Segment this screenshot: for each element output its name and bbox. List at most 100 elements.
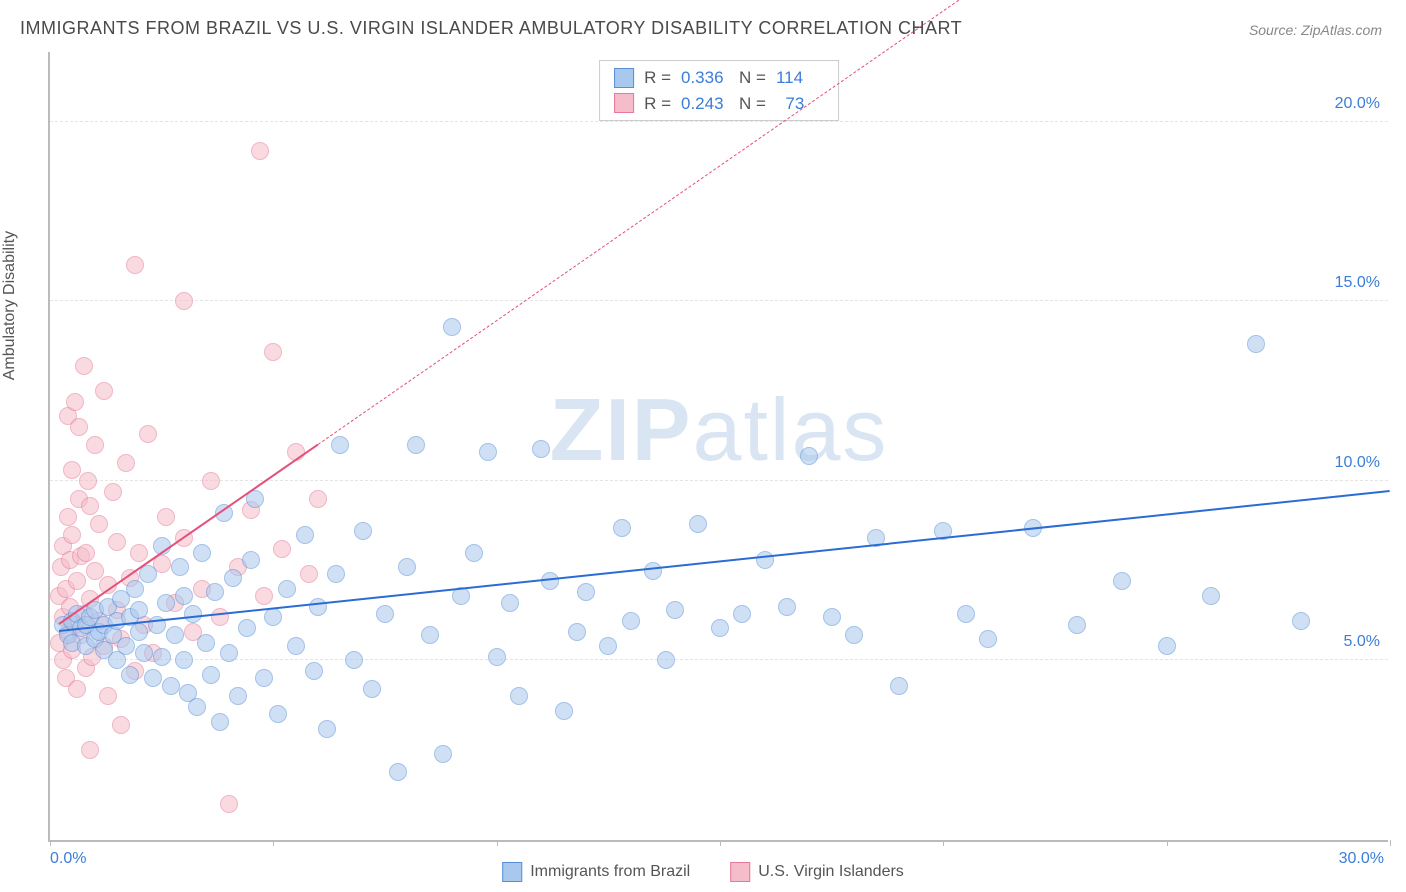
legend-swatch [614, 68, 634, 88]
data-point [666, 601, 684, 619]
data-point [300, 565, 318, 583]
data-point [255, 587, 273, 605]
data-point [800, 447, 818, 465]
data-point [63, 461, 81, 479]
data-point [613, 519, 631, 537]
x-tick [50, 840, 51, 846]
data-point [443, 318, 461, 336]
data-point [269, 705, 287, 723]
data-point [532, 440, 550, 458]
data-point [331, 436, 349, 454]
data-point [389, 763, 407, 781]
data-point [577, 583, 595, 601]
data-point [309, 490, 327, 508]
data-point [305, 662, 323, 680]
data-point [376, 605, 394, 623]
data-point [599, 637, 617, 655]
x-tick-label-right: 30.0% [1339, 850, 1384, 868]
data-point [79, 472, 97, 490]
data-point [90, 515, 108, 533]
data-point [287, 637, 305, 655]
data-point [81, 741, 99, 759]
data-point [77, 544, 95, 562]
data-point [75, 357, 93, 375]
gridline [50, 659, 1388, 660]
data-point [1068, 616, 1086, 634]
data-point [202, 472, 220, 490]
legend-row: R =0.243N = 73 [614, 91, 824, 117]
data-point [206, 583, 224, 601]
legend-label: Immigrants from Brazil [530, 863, 690, 881]
data-point [63, 526, 81, 544]
data-point [255, 669, 273, 687]
data-point [220, 644, 238, 662]
data-point [224, 569, 242, 587]
legend-swatch [730, 862, 750, 882]
n-value: 73 [776, 91, 824, 117]
x-tick [273, 840, 274, 846]
watermark: ZIPatlas [550, 379, 889, 481]
scatter-plot: ZIPatlas R =0.336N =114R =0.243N = 73 5.… [48, 52, 1388, 842]
correlation-legend: R =0.336N =114R =0.243N = 73 [599, 60, 839, 121]
data-point [68, 680, 86, 698]
x-tick [1390, 840, 1391, 846]
x-tick [1167, 840, 1168, 846]
data-point [622, 612, 640, 630]
data-point [130, 601, 148, 619]
y-tick-label: 15.0% [1335, 274, 1380, 292]
data-point [434, 745, 452, 763]
source-attribution: Source: ZipAtlas.com [1249, 22, 1382, 38]
x-tick [497, 840, 498, 846]
data-point [733, 605, 751, 623]
data-point [845, 626, 863, 644]
data-point [66, 393, 84, 411]
data-point [501, 594, 519, 612]
r-label: R = [644, 91, 671, 117]
data-point [242, 551, 260, 569]
data-point [644, 562, 662, 580]
data-point [193, 544, 211, 562]
data-point [184, 605, 202, 623]
data-point [541, 572, 559, 590]
data-point [70, 418, 88, 436]
data-point [711, 619, 729, 637]
data-point [510, 687, 528, 705]
data-point [112, 716, 130, 734]
data-point [86, 562, 104, 580]
data-point [778, 598, 796, 616]
data-point [957, 605, 975, 623]
data-point [117, 454, 135, 472]
data-point [251, 142, 269, 160]
data-point [309, 598, 327, 616]
data-point [121, 666, 139, 684]
data-point [264, 343, 282, 361]
data-point [95, 382, 113, 400]
legend-swatch [502, 862, 522, 882]
r-label: R = [644, 65, 671, 91]
data-point [126, 580, 144, 598]
y-axis-label: Ambulatory Disability [1, 231, 19, 380]
y-tick-label: 5.0% [1344, 633, 1380, 651]
data-point [162, 677, 180, 695]
data-point [1247, 335, 1265, 353]
x-tick-label-left: 0.0% [50, 850, 86, 868]
data-point [1292, 612, 1310, 630]
legend-label: U.S. Virgin Islanders [758, 863, 904, 881]
data-point [890, 677, 908, 695]
data-point [756, 551, 774, 569]
n-label: N = [739, 65, 766, 91]
data-point [139, 565, 157, 583]
data-point [135, 644, 153, 662]
x-tick [943, 840, 944, 846]
data-point [555, 702, 573, 720]
chart-title: IMMIGRANTS FROM BRAZIL VS U.S. VIRGIN IS… [20, 18, 962, 39]
data-point [273, 540, 291, 558]
data-point [398, 558, 416, 576]
data-point [211, 713, 229, 731]
data-point [157, 594, 175, 612]
data-point [175, 651, 193, 669]
data-point [465, 544, 483, 562]
data-point [188, 698, 206, 716]
data-point [197, 634, 215, 652]
n-label: N = [739, 91, 766, 117]
